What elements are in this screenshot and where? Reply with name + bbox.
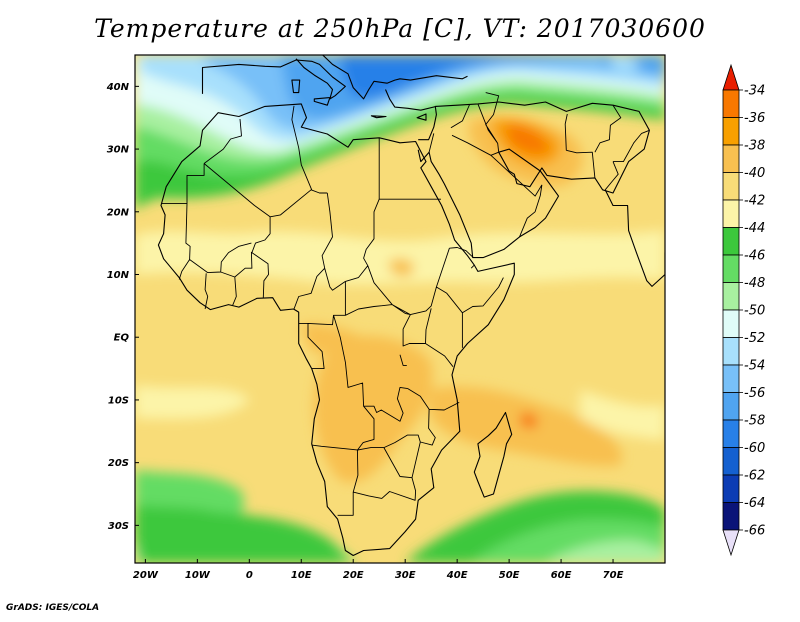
colorbar-label: -46 xyxy=(744,249,765,264)
lon-tick-label: 50E xyxy=(499,570,520,581)
arabia-coastline xyxy=(417,101,650,259)
map-title: Temperature at 250hPa [C], VT: 201703060… xyxy=(94,14,706,43)
coastline-overlay xyxy=(157,55,665,557)
colorbar-label: -64 xyxy=(744,496,765,511)
colorbar-swatch xyxy=(722,172,740,201)
lon-tick-label: 0 xyxy=(246,570,253,581)
europe-coastline xyxy=(201,55,468,121)
colorbar-label: -50 xyxy=(744,304,765,319)
lat-tick-label: 40N xyxy=(106,82,130,93)
lon-tick-label: 30E xyxy=(395,570,416,581)
lat-tick-label: 30N xyxy=(107,145,130,156)
colorbar-label: -36 xyxy=(744,111,765,126)
india-coastline xyxy=(604,189,665,287)
lat-tick-label: 20S xyxy=(108,458,129,469)
colorbar: -34 -36 -38 -40 -42 -44 -46 -48 -50 -52 -54 -56 -58 -… xyxy=(722,63,765,557)
colorbar-label: -48 xyxy=(744,276,765,291)
latitude-axis: 40N 30N 20N 10N EQ 10S 20S 30S xyxy=(106,82,139,532)
lon-tick-label: 40E xyxy=(446,570,468,581)
colorbar-swatch xyxy=(722,199,740,228)
colorbar-swatch xyxy=(722,117,740,146)
lon-tick-label: 60E xyxy=(551,570,572,581)
lon-tick-label: 70E xyxy=(603,570,624,581)
colorbar-swatch xyxy=(722,337,740,366)
lat-tick-label: EQ xyxy=(114,333,130,344)
colorbar-swatch xyxy=(722,502,740,531)
colorbar-swatch xyxy=(722,254,740,283)
map-frame xyxy=(134,54,666,564)
lon-tick-label: 10W xyxy=(185,570,211,581)
colorbar-swatch xyxy=(722,419,740,448)
colorbar-label: -40 xyxy=(744,166,765,181)
colorbar-label: -42 xyxy=(744,194,765,209)
colorbar-label: -60 xyxy=(744,441,765,456)
colorbar-swatch xyxy=(722,447,740,476)
colorbar-swatch xyxy=(722,392,740,421)
colorbar-label: -38 xyxy=(744,139,765,154)
colorbar-swatch xyxy=(722,227,740,256)
lon-tick-label: 20E xyxy=(343,570,364,581)
colorbar-swatch xyxy=(722,144,740,173)
madagascar-coastline xyxy=(473,411,513,498)
colorbar-label: -62 xyxy=(744,469,765,484)
lon-tick-label: 20W xyxy=(133,570,159,581)
lat-tick-label: 20N xyxy=(107,207,130,218)
colorbar-swatch xyxy=(722,309,740,338)
credit-text: GrADS: IGES/COLA xyxy=(6,603,100,613)
lon-tick-label: 10E xyxy=(291,570,312,581)
colorbar-label: -58 xyxy=(744,414,765,429)
colorbar-top-arrow xyxy=(722,63,740,91)
lat-tick-label: 30S xyxy=(108,521,129,532)
colorbar-swatch xyxy=(722,474,740,503)
colorbar-swatch xyxy=(722,364,740,393)
colorbar-label: -44 xyxy=(744,221,765,236)
colorbar-label: -66 xyxy=(744,524,765,539)
colorbar-label: -34 xyxy=(744,84,765,99)
colorbar-label: -54 xyxy=(744,359,765,374)
colorbar-label: -56 xyxy=(744,386,765,401)
longitude-axis: 20W 10W 0 10E 20E 30E 40E 50E 60E 70E xyxy=(133,559,624,581)
africa-coastline xyxy=(157,103,515,557)
lat-tick-label: 10S xyxy=(108,395,129,406)
colorbar-swatch xyxy=(722,89,740,118)
country-borders xyxy=(161,92,650,516)
lat-tick-label: 10N xyxy=(107,270,130,281)
colorbar-label: -52 xyxy=(744,331,765,346)
colorbar-bottom-arrow xyxy=(722,529,740,557)
colorbar-swatch xyxy=(722,282,740,311)
